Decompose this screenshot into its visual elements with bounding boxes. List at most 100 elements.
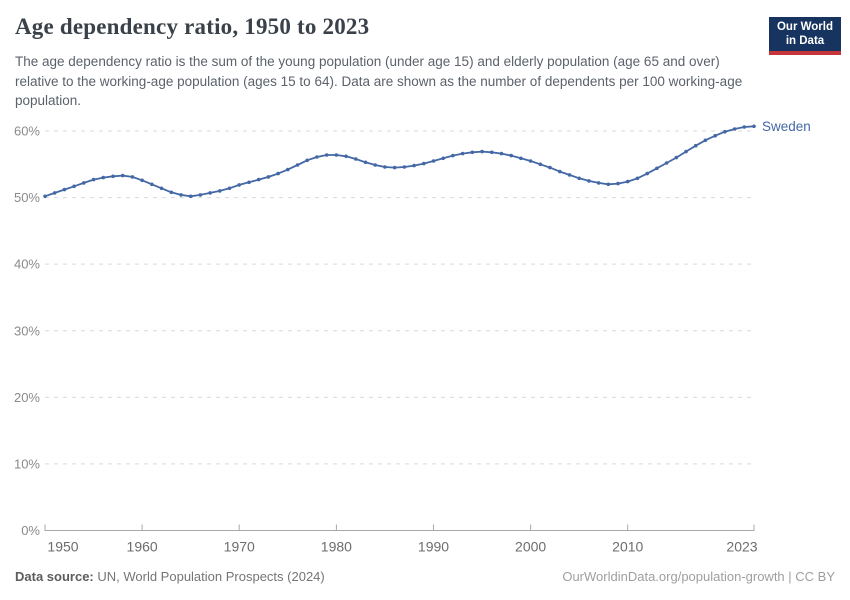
y-axis-tick-label: 20%: [14, 390, 40, 405]
data-point[interactable]: [179, 193, 183, 197]
data-source-value: UN, World Population Prospects (2024): [93, 569, 325, 584]
y-axis-tick-label: 30%: [14, 323, 40, 338]
data-point[interactable]: [616, 181, 620, 186]
owid-logo: Our World in Data: [769, 17, 841, 55]
data-point[interactable]: [62, 187, 67, 192]
data-point[interactable]: [752, 124, 756, 129]
data-point[interactable]: [227, 186, 232, 191]
data-point[interactable]: [198, 193, 203, 197]
data-source-label: Data source:: [15, 569, 94, 584]
data-point[interactable]: [120, 173, 125, 178]
data-point[interactable]: [528, 159, 533, 163]
data-point[interactable]: [82, 181, 86, 185]
data-point[interactable]: [558, 169, 562, 174]
owid-logo-line1: Our World: [776, 21, 833, 33]
data-point[interactable]: [693, 143, 698, 148]
data-point[interactable]: [538, 162, 543, 167]
data-point[interactable]: [509, 153, 513, 158]
data-point[interactable]: [344, 154, 348, 159]
series-end-label-sweden: Sweden: [762, 119, 811, 134]
data-point[interactable]: [237, 183, 241, 187]
x-axis-tick-label: 1990: [418, 539, 449, 555]
data-point[interactable]: [519, 156, 523, 161]
data-source: Data source: UN, World Population Prospe…: [15, 569, 325, 584]
x-axis-tick-label: 2023: [726, 539, 757, 555]
data-point[interactable]: [596, 181, 601, 185]
data-point[interactable]: [334, 153, 339, 157]
data-point[interactable]: [159, 186, 164, 191]
y-axis-tick-label: 40%: [14, 257, 40, 272]
x-axis-tick-label: 2010: [612, 539, 643, 555]
data-point[interactable]: [392, 165, 397, 170]
y-axis-tick-label: 50%: [14, 190, 40, 205]
y-axis-tick-label: 10%: [14, 456, 40, 471]
data-point[interactable]: [218, 189, 222, 193]
data-point[interactable]: [295, 163, 300, 167]
data-point[interactable]: [548, 165, 552, 170]
data-point[interactable]: [111, 174, 115, 179]
owid-logo-box: Our World in Data: [769, 17, 841, 51]
data-point[interactable]: [373, 163, 378, 167]
data-point[interactable]: [266, 175, 271, 179]
data-point[interactable]: [499, 151, 504, 156]
owid-logo-red-bar: [769, 51, 841, 55]
data-point[interactable]: [742, 125, 747, 129]
data-point[interactable]: [606, 182, 611, 187]
data-point[interactable]: [655, 166, 659, 171]
data-point[interactable]: [625, 179, 630, 184]
data-point[interactable]: [247, 180, 251, 185]
data-point[interactable]: [91, 177, 96, 182]
data-point[interactable]: [130, 175, 135, 179]
x-axis-tick-label: 1980: [321, 539, 352, 555]
data-point[interactable]: [567, 173, 572, 177]
data-point[interactable]: [188, 194, 193, 199]
data-point[interactable]: [587, 179, 591, 183]
chart-footer: Data source: UN, World Population Prospe…: [15, 569, 835, 584]
x-axis: [44, 524, 755, 531]
data-point[interactable]: [402, 165, 407, 169]
data-point[interactable]: [460, 151, 465, 156]
data-point[interactable]: [645, 171, 649, 176]
x-axis-tick-label: 1960: [127, 539, 158, 555]
data-point[interactable]: [363, 160, 368, 165]
data-point[interactable]: [354, 157, 358, 161]
data-point[interactable]: [431, 159, 436, 163]
data-point[interactable]: [490, 150, 494, 155]
data-point[interactable]: [441, 156, 446, 161]
data-point[interactable]: [305, 158, 310, 163]
data-point[interactable]: [286, 167, 290, 172]
data-point[interactable]: [470, 150, 475, 155]
data-point[interactable]: [422, 161, 426, 166]
data-point[interactable]: [577, 176, 581, 181]
data-point[interactable]: [315, 155, 319, 159]
credit-line: OurWorldinData.org/population-growth | C…: [562, 569, 835, 584]
data-point[interactable]: [723, 129, 727, 134]
data-point[interactable]: [256, 177, 261, 182]
data-point[interactable]: [451, 153, 455, 158]
data-point[interactable]: [101, 175, 106, 180]
data-point[interactable]: [150, 182, 154, 187]
data-point[interactable]: [674, 155, 679, 160]
data-point[interactable]: [52, 191, 57, 195]
data-point[interactable]: [324, 153, 329, 157]
data-point[interactable]: [732, 127, 737, 131]
data-point[interactable]: [383, 165, 387, 169]
data-point[interactable]: [43, 194, 47, 199]
data-point[interactable]: [703, 138, 708, 143]
data-point[interactable]: [276, 171, 280, 176]
x-axis-tick-label: 2000: [515, 539, 546, 555]
data-point[interactable]: [140, 178, 144, 183]
data-point[interactable]: [713, 133, 717, 138]
x-axis-tick-label: 1950: [47, 539, 78, 555]
data-point[interactable]: [684, 149, 688, 154]
data-point[interactable]: [208, 191, 212, 195]
y-axis-tick-label: 60%: [14, 124, 40, 139]
data-point[interactable]: [664, 161, 669, 165]
data-point[interactable]: [72, 184, 76, 189]
data-point[interactable]: [635, 176, 640, 181]
data-point[interactable]: [412, 163, 416, 168]
data-point[interactable]: [480, 149, 484, 154]
chart-title: Age dependency ratio, 1950 to 2023: [15, 14, 370, 39]
data-point[interactable]: [169, 190, 174, 195]
